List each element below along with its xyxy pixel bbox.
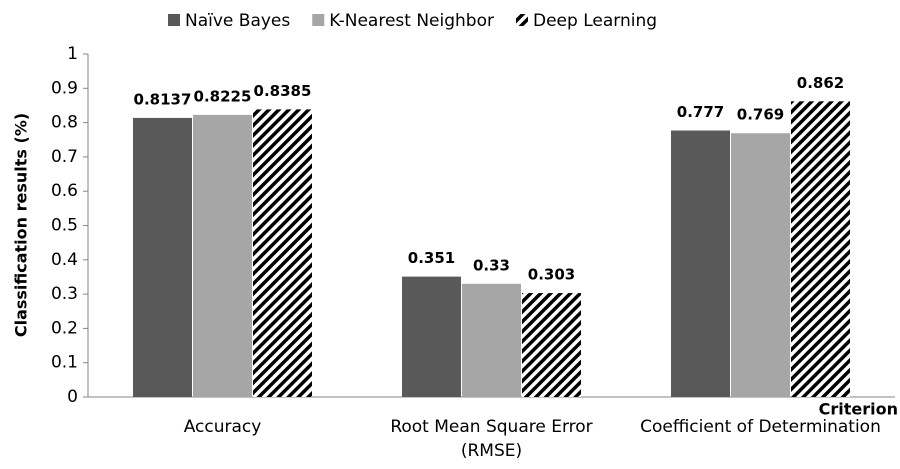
bar	[522, 293, 581, 397]
x-tick-label: Root Mean Square Error (RMSE)	[390, 417, 593, 461]
y-tick-label: 0.3	[51, 284, 78, 304]
bar	[731, 133, 790, 397]
y-tick-label: 0.7	[51, 147, 78, 167]
data-label: 0.8137	[134, 90, 192, 108]
data-label: 0.777	[677, 103, 724, 121]
data-label: 0.769	[737, 106, 784, 124]
bar	[791, 101, 850, 398]
bar	[193, 114, 252, 397]
data-label: 0.862	[797, 74, 844, 92]
legend-swatch	[168, 14, 180, 26]
data-label: 0.8225	[194, 87, 252, 105]
x-axis-label: Criterion	[819, 400, 898, 419]
legend-label: Deep Learning	[533, 11, 657, 31]
legend-swatch	[312, 14, 325, 26]
x-tick-label: Accuracy	[183, 417, 262, 437]
data-label: 0.8385	[254, 82, 312, 100]
y-tick-label: 0.8	[51, 113, 78, 133]
legend-swatch	[516, 14, 528, 26]
legend-label: K-Nearest Neighbor	[329, 11, 494, 31]
bar	[402, 276, 461, 397]
y-tick-label: 1	[67, 44, 78, 64]
y-tick-label: 0.1	[51, 353, 78, 373]
bar	[133, 117, 192, 397]
data-label: 0.33	[473, 256, 510, 274]
x-tick-label: Coefficient of Determination	[640, 417, 881, 437]
y-tick-label: 0.5	[51, 216, 78, 236]
bar	[253, 109, 312, 397]
data-label: 0.303	[528, 266, 575, 284]
y-tick-label: 0	[67, 387, 78, 407]
y-tick-label: 0.9	[51, 78, 78, 98]
data-label: 0.351	[408, 249, 455, 267]
y-axis-label: Classification results (%)	[12, 113, 31, 337]
bar	[671, 130, 730, 397]
y-tick-label: 0.2	[51, 318, 78, 338]
bar	[462, 283, 521, 397]
y-tick-label: 0.4	[51, 250, 78, 270]
y-tick-label: 0.6	[51, 181, 78, 201]
legend-label: Naïve Bayes	[185, 11, 290, 31]
